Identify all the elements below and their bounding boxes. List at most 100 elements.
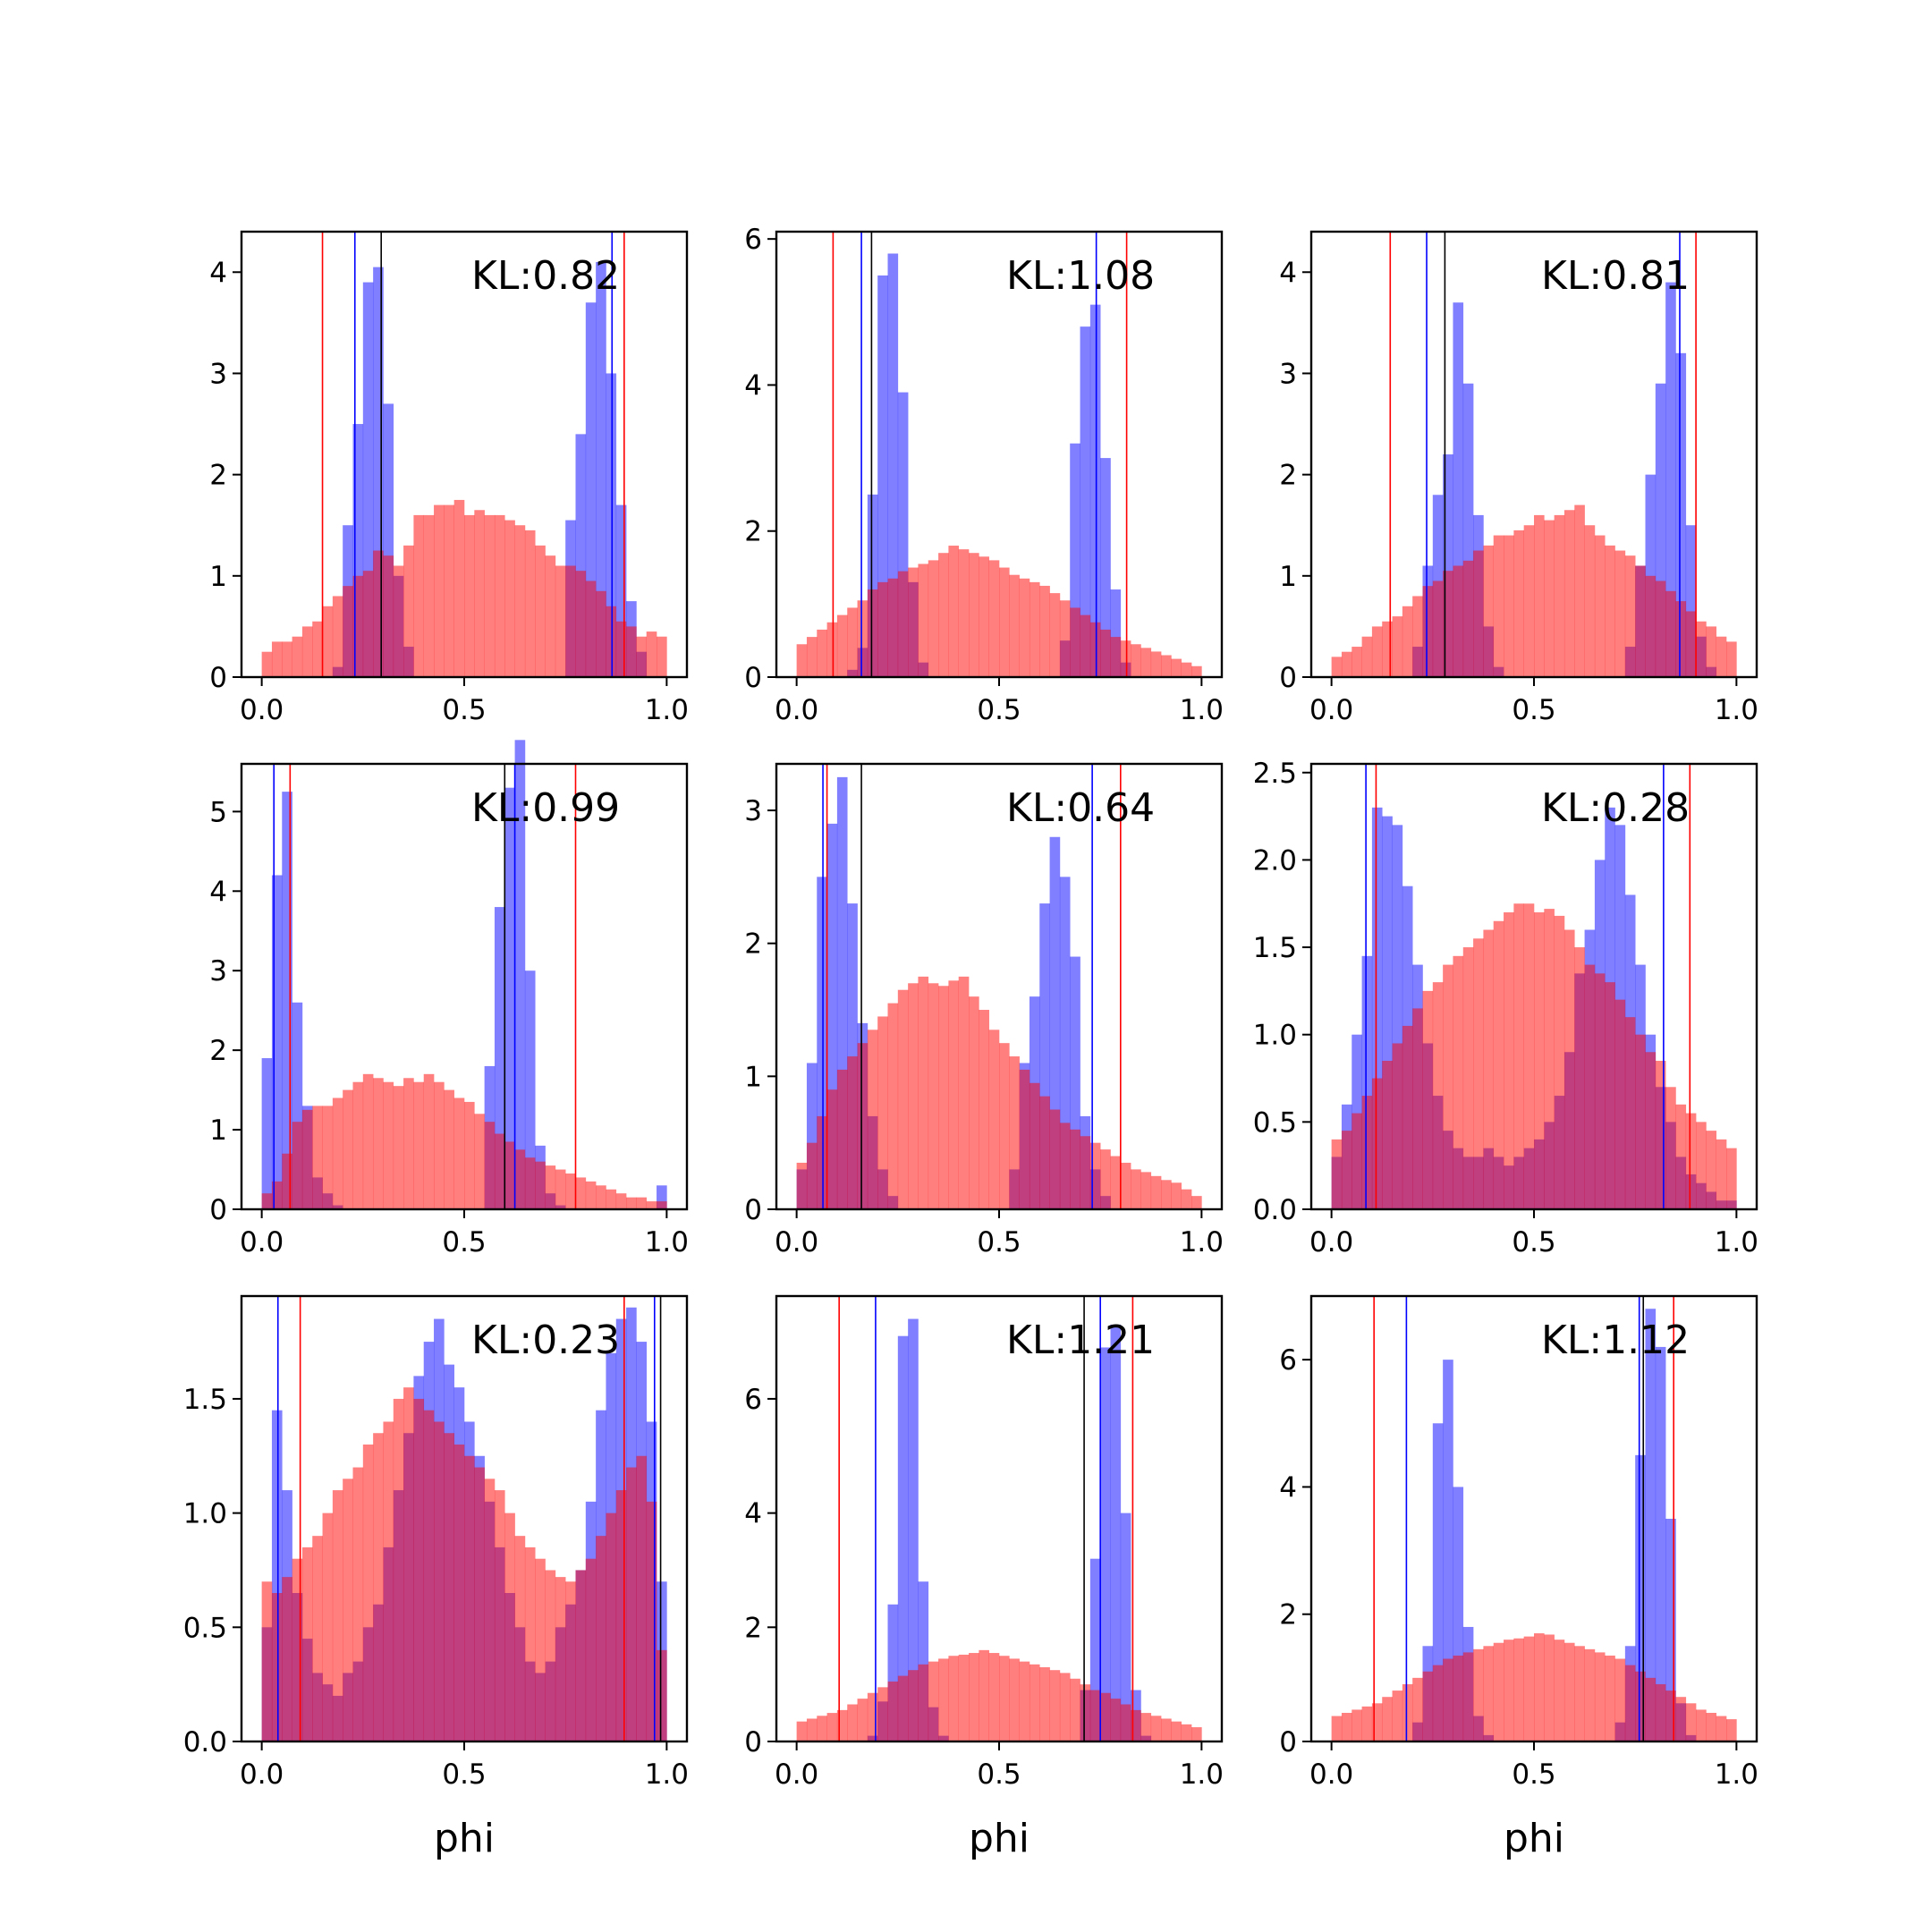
red-hist-bar bbox=[657, 636, 667, 677]
blue-hist-bar bbox=[514, 740, 526, 1209]
red-hist-bar bbox=[1181, 662, 1192, 677]
x-tick-label: 0.0 bbox=[775, 694, 818, 726]
red-hist-bar bbox=[1382, 621, 1393, 677]
blue-hist-bar bbox=[524, 970, 536, 1209]
red-hist-bar bbox=[1039, 1667, 1050, 1741]
red-hist-bar bbox=[1605, 1655, 1615, 1741]
y-tick-label: 1.0 bbox=[183, 1498, 227, 1530]
x-tick-label: 0.5 bbox=[442, 694, 486, 726]
red-hist-bar bbox=[322, 1106, 334, 1209]
kl-annotation: KL:1.08 bbox=[1006, 253, 1155, 299]
red-hist-bar bbox=[1473, 1648, 1484, 1741]
y-tick-label: 2.5 bbox=[1253, 758, 1297, 790]
x-tick-label: 1.0 bbox=[1715, 1758, 1758, 1791]
y-tick-label: 5 bbox=[209, 796, 227, 828]
blue-hist-bar bbox=[897, 392, 909, 677]
red-hist-bar bbox=[857, 600, 869, 677]
red-hist-bar bbox=[343, 1089, 353, 1209]
red-hist-bar bbox=[796, 1162, 808, 1209]
y-tick-label: 1 bbox=[744, 1061, 762, 1093]
red-hist-bar bbox=[657, 1201, 667, 1209]
subplot-4: 0.0 0.5 1.0 0 1 2 3 4 5 KL:0.99 bbox=[209, 740, 689, 1258]
red-hist-bar bbox=[565, 1581, 576, 1741]
y-tick-label: 3 bbox=[1279, 358, 1297, 390]
y-tick-label: 3 bbox=[209, 955, 227, 987]
red-hist-bar bbox=[958, 1654, 970, 1741]
kl-annotation: KL:0.64 bbox=[1006, 785, 1155, 831]
red-hist-bar bbox=[1422, 1671, 1434, 1741]
red-hist-bar bbox=[474, 1467, 485, 1741]
red-hist-bar bbox=[988, 1030, 1000, 1209]
red-hist-bar bbox=[948, 546, 960, 677]
red-hist-bar bbox=[434, 504, 445, 677]
y-tick-label: 4 bbox=[1279, 1471, 1297, 1504]
x-tick-label: 0.5 bbox=[977, 1226, 1021, 1258]
blue-hist-bar bbox=[271, 1410, 283, 1741]
red-hist-bar bbox=[1352, 1113, 1362, 1209]
red-hist-bar bbox=[1675, 1104, 1687, 1209]
x-tick-label: 0.0 bbox=[240, 1226, 284, 1258]
red-hist-bar bbox=[1402, 606, 1413, 677]
red-hist-bar bbox=[646, 631, 657, 677]
red-hist-bar bbox=[403, 1078, 414, 1209]
blue-hist-bar bbox=[352, 424, 364, 677]
red-hist-bar bbox=[332, 1490, 343, 1741]
red-hist-bar bbox=[1171, 1721, 1182, 1741]
red-hist-bar bbox=[1120, 1162, 1131, 1209]
y-tick-label: 2 bbox=[744, 1612, 762, 1644]
x-tick-label: 0.0 bbox=[240, 694, 284, 726]
y-tick-label: 2 bbox=[1279, 1599, 1297, 1631]
red-hist-bar bbox=[484, 1479, 496, 1741]
red-hist-bar bbox=[1594, 1652, 1606, 1741]
red-hist-bar bbox=[657, 1649, 667, 1741]
red-hist-bar bbox=[393, 1398, 404, 1741]
red-hist-bar bbox=[1331, 1139, 1343, 1209]
blue-hist-bar bbox=[1655, 383, 1666, 677]
red-hist-bar bbox=[413, 1398, 425, 1741]
red-hist-bar bbox=[312, 1106, 323, 1209]
kl-annotation: KL:0.23 bbox=[471, 1318, 620, 1363]
x-tick-label: 0.5 bbox=[977, 1758, 1021, 1791]
red-hist-bar bbox=[1624, 1017, 1636, 1209]
blue-hist-bar bbox=[1361, 955, 1373, 1209]
red-hist-bar bbox=[1655, 1061, 1666, 1209]
subplot-1: 0.0 0.5 1.0 0 1 2 3 4 KL:0.82 bbox=[209, 230, 689, 726]
red-hist-bar bbox=[1504, 535, 1514, 677]
red-hist-bar bbox=[423, 514, 435, 677]
red-hist-bar bbox=[1696, 1122, 1707, 1209]
red-hist-bar bbox=[524, 1157, 536, 1209]
red-hist-bar bbox=[555, 1169, 566, 1209]
red-hist-bar bbox=[1110, 637, 1122, 677]
blue-hist-bar bbox=[806, 1063, 818, 1209]
subplot-7: 0.0 0.5 1.0 0.0 0.5 1.0 1.5 KL:0.23 phi bbox=[183, 1294, 689, 1861]
red-hist-bar bbox=[352, 1081, 364, 1209]
red-hist-bar bbox=[1563, 1642, 1575, 1741]
red-hist-bar bbox=[514, 1536, 526, 1741]
blue-hist-bar bbox=[1110, 589, 1122, 677]
blue-hist-bar bbox=[1120, 1513, 1131, 1741]
red-hist-bar bbox=[1341, 1712, 1352, 1741]
x-tick-label: 0.0 bbox=[775, 1226, 818, 1258]
red-hist-bar bbox=[1412, 1008, 1423, 1209]
y-tick-label: 1.5 bbox=[1253, 932, 1297, 964]
red-hist-bar bbox=[877, 1687, 888, 1741]
blue-hist-bar bbox=[1685, 525, 1697, 677]
red-hist-bar bbox=[1110, 1156, 1122, 1209]
red-hist-bar bbox=[948, 980, 960, 1209]
red-hist-bar bbox=[1624, 555, 1636, 677]
red-hist-bar bbox=[817, 1716, 827, 1741]
red-hist-bar bbox=[826, 622, 838, 677]
red-hist-bar bbox=[908, 983, 919, 1209]
red-hist-bar bbox=[1432, 1665, 1444, 1741]
red-hist-bar bbox=[261, 1193, 273, 1209]
red-hist-bar bbox=[1181, 1724, 1192, 1741]
blue-hist-bar bbox=[362, 282, 374, 677]
red-hist-bar bbox=[514, 1149, 526, 1209]
red-hist-bar bbox=[1422, 990, 1434, 1209]
red-hist-bar bbox=[1382, 1061, 1393, 1209]
red-hist-bar bbox=[1100, 629, 1111, 677]
red-hist-bar bbox=[1331, 1716, 1343, 1741]
y-tick-label: 6 bbox=[1279, 1344, 1297, 1377]
blue-hist-bar bbox=[1049, 836, 1061, 1209]
red-hist-bar bbox=[301, 1546, 313, 1741]
